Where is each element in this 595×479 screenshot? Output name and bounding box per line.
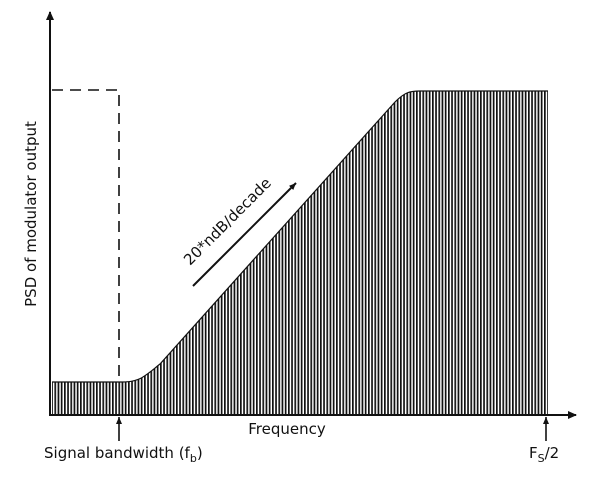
noise-psd-curve bbox=[52, 90, 548, 383]
bandwidth-label-sub: b bbox=[190, 452, 197, 465]
bandwidth-label-main: Signal bandwidth (f bbox=[44, 444, 191, 462]
slope-arrow bbox=[192, 182, 297, 287]
bandwidth-label-close: ) bbox=[197, 444, 203, 462]
bandwidth-label: Signal bandwidth (fb) bbox=[44, 444, 203, 465]
y-axis-label: PSD of modulator output bbox=[22, 121, 40, 307]
x-axis-label: Frequency bbox=[248, 420, 326, 438]
signal-band-dashed bbox=[52, 89, 120, 382]
noise-psd-region bbox=[52, 91, 548, 414]
fs-label: FS/2 bbox=[529, 444, 559, 465]
fs-label-main: F bbox=[529, 444, 538, 462]
fs-label-sub: S bbox=[538, 452, 545, 465]
fs-label-suffix: /2 bbox=[545, 444, 560, 462]
